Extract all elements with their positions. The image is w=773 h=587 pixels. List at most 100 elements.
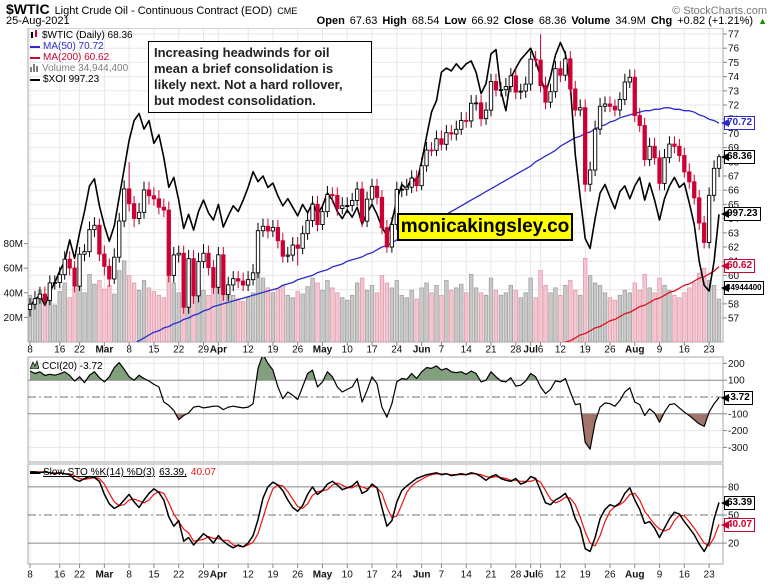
xoi-line-icon: [30, 78, 40, 81]
svg-text:19: 19: [267, 345, 279, 356]
legend-sto-k-value: 63.39,: [159, 467, 187, 478]
change-up-arrow-icon: ▲: [758, 16, 767, 26]
svg-text:9: 9: [657, 345, 663, 356]
cci-legend: CCI(20) -3.72: [29, 359, 103, 372]
svg-text:22: 22: [74, 570, 86, 581]
cci-value-tag: -3.72: [721, 391, 753, 405]
svg-text:14: 14: [461, 345, 473, 356]
volume-bars-icon: [30, 63, 39, 75]
svg-text:10: 10: [342, 345, 354, 356]
svg-text:15: 15: [148, 345, 160, 356]
legend-xoi: $XOI 997.23: [43, 74, 100, 85]
svg-text:19: 19: [267, 570, 279, 581]
svg-text:24: 24: [391, 345, 403, 356]
legend-sto-d-value: 40.07: [190, 467, 216, 478]
svg-text:20: 20: [728, 539, 740, 550]
annotation-line: Increasing headwinds for oil: [154, 45, 330, 60]
svg-text:Jun: Jun: [413, 570, 431, 581]
sto-k-value-tag: 63.39: [720, 496, 756, 510]
svg-text:12: 12: [555, 345, 567, 356]
svg-text:66: 66: [728, 186, 740, 197]
svg-text:50: 50: [728, 511, 740, 522]
svg-text:26: 26: [292, 345, 304, 356]
svg-text:16: 16: [679, 345, 691, 356]
main-legend: $WTIC (Daily) 68.36 MA(50) 70.72 MA(200)…: [30, 29, 133, 85]
svg-text:80: 80: [728, 482, 740, 493]
svg-text:Jul: Jul: [523, 570, 538, 581]
svg-text:16: 16: [679, 570, 691, 581]
svg-text:8: 8: [126, 570, 132, 581]
svg-text:60: 60: [728, 271, 740, 282]
legend-ma50: MA(50) 70.72: [43, 41, 104, 52]
chart-title: Light Crude Oil - Continuous Contract (E…: [54, 5, 273, 17]
volume-label: Volume: [571, 15, 611, 27]
svg-text:6: 6: [538, 345, 544, 356]
svg-text:73: 73: [728, 86, 740, 97]
svg-text:8: 8: [126, 345, 132, 356]
symbol: $WTIC: [6, 1, 50, 17]
candlestick-icon: [30, 29, 39, 42]
svg-text:19: 19: [580, 345, 592, 356]
svg-text:21: 21: [485, 345, 497, 356]
svg-text:12: 12: [243, 345, 255, 356]
chart-canvas: 5758596061626364656667686970717273747576…: [4, 28, 748, 581]
svg-text:22: 22: [173, 345, 185, 356]
svg-text:May: May: [313, 570, 333, 581]
quote-strip: Open 67.63 High 68.54 Low 66.92 Close 68…: [317, 15, 767, 27]
svg-text:23: 23: [704, 570, 716, 581]
svg-text:22: 22: [173, 570, 185, 581]
svg-text:7: 7: [439, 345, 445, 356]
svg-text:17: 17: [366, 570, 378, 581]
svg-text:Aug: Aug: [625, 570, 644, 581]
svg-text:Jul: Jul: [523, 345, 538, 356]
svg-text:Mar: Mar: [95, 345, 113, 356]
svg-text:Aug: Aug: [625, 345, 644, 356]
svg-text:58: 58: [728, 299, 740, 310]
close-label: Close: [503, 15, 534, 27]
svg-text:72: 72: [728, 101, 740, 112]
chg-label: Chg: [650, 15, 673, 27]
svg-text:9: 9: [657, 570, 663, 581]
svg-text:7: 7: [439, 570, 445, 581]
watermark-box: monicakingsley.co: [397, 213, 573, 241]
ma200-line-icon: [30, 56, 40, 59]
svg-text:16: 16: [54, 345, 66, 356]
xoi-price-tag: 997.23: [721, 207, 761, 221]
high-label: High: [382, 15, 407, 27]
svg-text:-300: -300: [728, 443, 748, 454]
svg-text:15: 15: [148, 570, 160, 581]
svg-text:67: 67: [728, 172, 740, 183]
svg-text:21: 21: [485, 570, 497, 581]
svg-text:17: 17: [366, 345, 378, 356]
volume-tag: 34944400: [721, 281, 764, 295]
sto-legend: Slow STO %K(14) %D(3) 63.39, 40.07: [30, 467, 216, 478]
svg-text:Apr: Apr: [210, 570, 227, 581]
close-value: 68.36: [538, 15, 567, 27]
svg-text:60M: 60M: [4, 264, 23, 275]
svg-text:26: 26: [604, 570, 616, 581]
svg-text:22: 22: [74, 345, 86, 356]
volume-value: 34.9M: [615, 15, 646, 27]
low-label: Low: [444, 15, 467, 27]
svg-text:100: 100: [728, 376, 745, 387]
svg-text:57: 57: [728, 314, 740, 325]
svg-text:10: 10: [342, 570, 354, 581]
svg-text:26: 26: [604, 345, 616, 356]
svg-text:28: 28: [510, 345, 522, 356]
svg-text:8: 8: [27, 345, 33, 356]
svg-text:20M: 20M: [4, 313, 23, 324]
svg-text:24: 24: [391, 570, 403, 581]
svg-text:12: 12: [243, 570, 255, 581]
ma50-price-tag: 70.72: [720, 116, 756, 130]
svg-text:40M: 40M: [4, 288, 23, 299]
ma200-price-tag: 60.62: [720, 259, 756, 273]
svg-text:63: 63: [728, 228, 740, 239]
svg-text:29: 29: [198, 570, 210, 581]
svg-text:-100: -100: [728, 409, 748, 420]
svg-text:19: 19: [580, 570, 592, 581]
svg-text:26: 26: [292, 570, 304, 581]
open-value: 67.63: [349, 15, 378, 27]
svg-text:70: 70: [728, 129, 740, 140]
legend-cci: CCI(20) -3.72: [42, 360, 103, 372]
